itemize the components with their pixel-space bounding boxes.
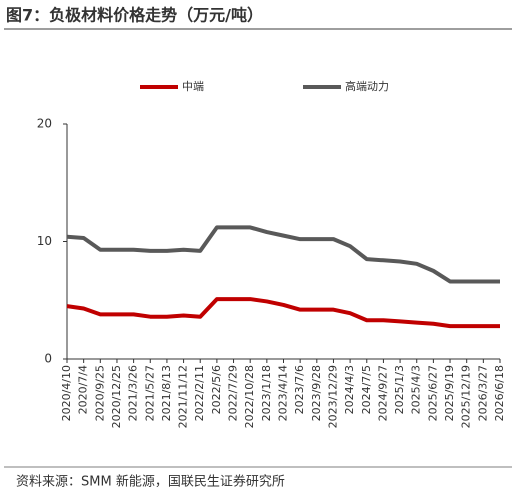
x-tick-label: 2025/4/3	[410, 365, 423, 414]
legend-label: 中端	[182, 80, 204, 93]
x-tick-label: 2023/12/29	[326, 365, 339, 428]
x-tick-label: 2024/9/27	[376, 365, 389, 421]
x-tick-label: 2022/10/28	[243, 365, 256, 428]
x-tick-label: 2021/8/13	[160, 365, 173, 421]
x-tick-label: 2020/12/25	[110, 365, 123, 428]
x-tick-label: 2021/11/12	[177, 365, 190, 428]
series-line	[66, 225, 500, 284]
y-tick-label: 10	[37, 234, 52, 248]
x-tick-label: 2023/1/18	[260, 365, 273, 421]
source: 资料来源：SMM 新能源，国联民生证券研究所	[16, 474, 285, 490]
x-tick-label: 2021/5/27	[143, 365, 156, 421]
x-tick-label: 2026/3/27	[476, 365, 489, 421]
x-tick-label: 2020/7/4	[77, 365, 90, 414]
x-tick-label: 2025/6/27	[426, 365, 439, 421]
x-tick-label: 2022/5/6	[210, 365, 223, 414]
x-tick-label: 2025/1/3	[393, 365, 406, 414]
x-tick-label: 2023/4/14	[277, 365, 290, 421]
y-tick-label: 20	[37, 117, 52, 131]
chart-title: 图7：负极材料价格走势（万元/吨）	[6, 6, 263, 25]
series-line	[66, 297, 500, 329]
x-tick-label: 2022/2/11	[193, 365, 206, 421]
x-tick-label: 2023/9/28	[310, 365, 323, 421]
x-tick-label: 2025/12/19	[460, 365, 473, 428]
x-tick-label: 2025/9/19	[443, 365, 456, 421]
y-tick-label: 0	[44, 352, 52, 366]
x-tick-label: 2023/7/6	[293, 365, 306, 414]
x-tick-label: 2024/4/3	[343, 365, 356, 414]
x-tick-label: 2026/6/18	[493, 365, 506, 421]
x-tick-label: 2024/7/5	[360, 365, 373, 414]
x-tick-label: 2020/9/25	[93, 365, 106, 421]
x-tick-label: 2022/7/29	[227, 365, 240, 421]
x-tick-label: 2021/3/26	[127, 365, 140, 421]
x-tick-label: 2020/4/10	[60, 365, 73, 421]
legend-label: 高端动力	[345, 79, 389, 93]
